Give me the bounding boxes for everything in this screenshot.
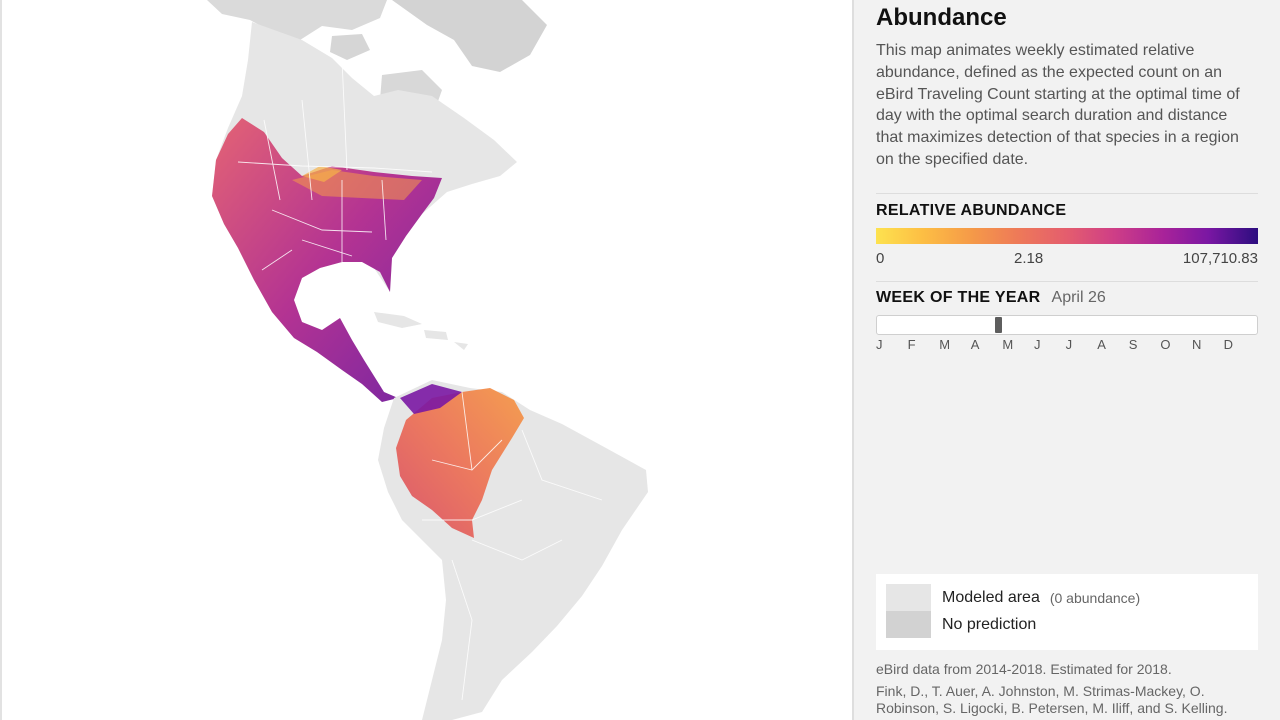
month-tick: O	[1160, 336, 1171, 352]
week-header: WEEK OF THE YEAR April 26	[876, 289, 1256, 307]
divider	[876, 280, 1258, 282]
legend-title: RELATIVE ABUNDANCE	[876, 201, 1067, 219]
legend-max: 107,710.83	[1182, 249, 1258, 267]
map-key: Modeled area (0 abundance) No prediction	[876, 574, 1258, 650]
month-tick: S	[1128, 336, 1138, 352]
month-tick: M	[939, 336, 951, 352]
month-tick: A	[970, 336, 980, 352]
legend-mid: 2.18	[1014, 249, 1044, 267]
legend-min: 0	[876, 249, 885, 267]
south-america-abundance	[396, 388, 524, 538]
no-prediction-swatch	[886, 611, 931, 638]
key-no-prediction-row: No prediction	[886, 611, 1248, 638]
no-prediction-label: No prediction	[942, 615, 1037, 633]
key-modeled-row: Modeled area (0 abundance)	[886, 584, 1248, 611]
month-tick: F	[907, 336, 916, 352]
week-label: WEEK OF THE YEAR	[876, 288, 1041, 306]
panel-description: This map animates weekly estimated relat…	[876, 42, 1240, 168]
citation: Fink, D., T. Auer, A. Johnston, M. Strim…	[876, 683, 1228, 720]
week-slider[interactable]	[876, 314, 1258, 335]
month-tick: D	[1223, 336, 1233, 352]
week-value: April 26	[1051, 288, 1106, 306]
info-panel: Abundance This map animates weekly estim…	[852, 0, 1280, 720]
political-borders	[237, 59, 603, 701]
month-tick: A	[1097, 336, 1106, 352]
month-tick: J	[1034, 336, 1041, 352]
panel-title: Abundance	[876, 4, 1007, 31]
modeled-area-swatch	[886, 584, 931, 611]
month-tick: M	[1002, 336, 1014, 352]
month-tick: J	[876, 336, 883, 352]
modeled-area-label: Modeled area	[942, 588, 1040, 606]
divider	[876, 192, 1258, 194]
no-prediction-land	[207, 0, 547, 120]
legend-labels: 0 2.18 107,710.83	[876, 250, 1258, 272]
month-tick: J	[1065, 336, 1073, 352]
abundance-color-scale	[876, 227, 1258, 244]
range-map[interactable]	[2, 0, 852, 720]
week-slider-handle[interactable]	[994, 316, 1002, 333]
data-note: eBird data from 2014-2018. Estimated for…	[876, 661, 1172, 677]
map-panel[interactable]	[0, 0, 852, 720]
caribbean-islands	[374, 312, 468, 350]
month-tick: N	[1192, 336, 1202, 352]
modeled-area-note: (0 abundance)	[1049, 589, 1141, 606]
